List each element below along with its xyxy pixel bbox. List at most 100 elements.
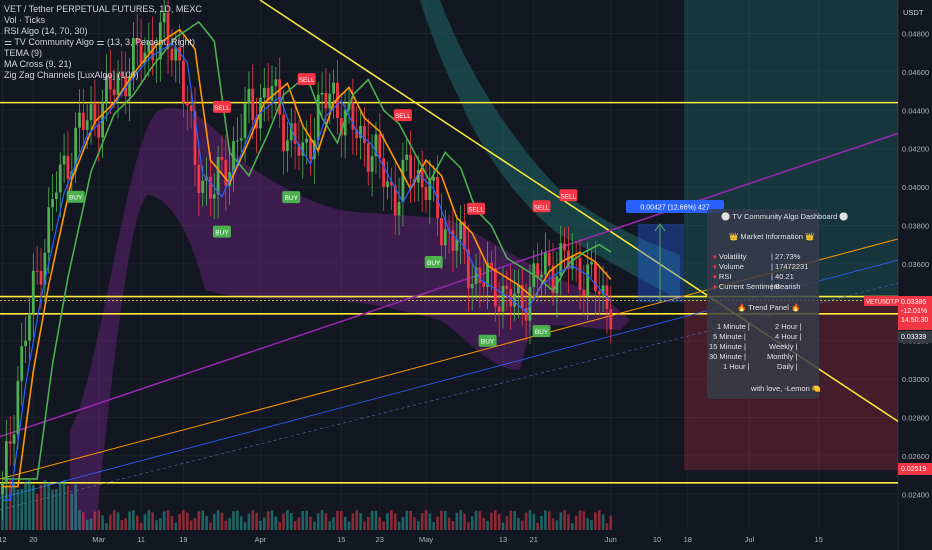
- candle-body: [374, 134, 378, 157]
- candle-body: [139, 42, 143, 64]
- candle-body: [370, 156, 374, 172]
- ma-fast-line: [2, 28, 612, 488]
- volume-bar: [55, 488, 58, 530]
- candle-body: [293, 123, 297, 144]
- symbol-tag-bg: [864, 296, 898, 306]
- candle-body: [409, 154, 412, 179]
- time-tick-label: Apr: [255, 535, 267, 544]
- indicator-tema[interactable]: TEMA (9): [4, 48, 43, 58]
- time-tick-label: Jul: [745, 535, 755, 544]
- candle-body: [420, 169, 424, 188]
- candle-body: [20, 346, 24, 381]
- candle-body: [351, 102, 355, 130]
- volume-bar: [594, 512, 597, 530]
- volume-bar: [132, 510, 135, 530]
- candle-body: [147, 41, 151, 53]
- volume-bar: [101, 515, 104, 530]
- indicator-ma-cross[interactable]: MA Cross (9, 21): [4, 59, 72, 69]
- candle-body: [336, 82, 339, 119]
- candle-body: [497, 306, 501, 312]
- candle-body: [466, 249, 470, 289]
- candle-body: [216, 156, 220, 195]
- volume-bar: [401, 516, 405, 530]
- volume-bar: [397, 521, 401, 530]
- candle-body: [155, 59, 158, 61]
- volume-bar: [109, 514, 112, 530]
- volume-bar: [382, 521, 385, 530]
- volume-bar: [12, 481, 16, 530]
- volume-bar: [359, 513, 362, 530]
- volume-bar: [155, 520, 158, 530]
- volume-bar: [170, 515, 174, 530]
- volume-bar: [490, 512, 493, 530]
- candle-body: [297, 143, 301, 156]
- candle-body: [609, 309, 613, 330]
- volume-bar: [597, 510, 601, 530]
- volume-bar: [274, 516, 278, 530]
- volume-bar: [340, 510, 343, 530]
- candle-body: [401, 159, 405, 202]
- trend-row-right: Weekly |: [769, 342, 798, 351]
- candle-body: [339, 118, 343, 136]
- volume-bar: [28, 480, 31, 530]
- volume-bar: [193, 518, 197, 530]
- indicator-tv-community-algo[interactable]: ⚌ TV Community Algo ⚌ (13, 3, Percent, R…: [4, 37, 196, 47]
- candle-body: [158, 22, 162, 60]
- volume-bar: [601, 514, 605, 530]
- candle-body: [197, 164, 201, 193]
- volume-bar: [567, 514, 570, 530]
- volume-bar: [197, 511, 201, 530]
- buy-signal-tag: BUY: [212, 225, 231, 238]
- volume-bar: [482, 517, 486, 530]
- signal-tag-bg: [467, 202, 486, 215]
- last-price-tag-text: -12.01%: [901, 308, 927, 315]
- candle-body: [43, 252, 47, 285]
- indicator-rsi-algo[interactable]: RSI Algo (14, 70, 30): [4, 26, 88, 36]
- trend-row-left: 1 Minute |: [717, 322, 750, 331]
- volume-bar: [24, 481, 27, 530]
- volume-bar: [105, 523, 108, 530]
- candle-body: [520, 284, 524, 309]
- candle-body: [543, 252, 547, 275]
- candle-body: [474, 267, 478, 284]
- buy-signal-tag: BUY: [66, 190, 85, 203]
- volume-bar: [417, 521, 420, 530]
- volume-bar: [97, 510, 101, 530]
- volume-bar: [609, 515, 613, 530]
- indicator-zigzag[interactable]: Zig Zag Channels [LuxAlgo] (100): [4, 70, 139, 80]
- volume-bar: [62, 480, 66, 530]
- volume-bar: [224, 520, 228, 530]
- volume-bar: [470, 516, 474, 530]
- candle-body: [178, 47, 181, 61]
- volume-bar: [467, 522, 470, 530]
- candle-body: [166, 12, 170, 49]
- buy-signal-tag: BUY: [424, 255, 443, 268]
- dashboard-title: ⚪ TV Community Algo Dashboard ⚪: [721, 212, 849, 221]
- candle-body: [590, 262, 593, 265]
- sell-signal-tag: SELL: [559, 189, 578, 202]
- candle-body: [31, 270, 35, 314]
- candle-body: [266, 87, 270, 101]
- volume-bar: [266, 511, 270, 530]
- volume-bar: [320, 510, 324, 530]
- volume-bar: [220, 512, 224, 530]
- indicator-volume[interactable]: Vol · Ticks: [4, 15, 46, 25]
- candle-body: [132, 38, 135, 77]
- candle-body: [209, 176, 212, 199]
- buy-signal-tag: BUY: [478, 334, 497, 347]
- candle-body: [482, 282, 486, 287]
- candle-body: [328, 93, 332, 109]
- candle-body: [486, 262, 489, 287]
- candle-body: [455, 239, 459, 251]
- volume-bar: [486, 520, 489, 530]
- trend-row-right: 2 Hour |: [775, 322, 802, 331]
- candle-body: [601, 285, 605, 295]
- candle-body: [220, 156, 224, 161]
- volume-bar: [424, 510, 428, 530]
- candle-body: [597, 291, 601, 295]
- volume-bar: [524, 512, 528, 530]
- candle-body: [528, 287, 532, 321]
- signal-tag-bg: [559, 189, 578, 202]
- volume-bar: [251, 510, 255, 530]
- volume-bar: [116, 512, 120, 530]
